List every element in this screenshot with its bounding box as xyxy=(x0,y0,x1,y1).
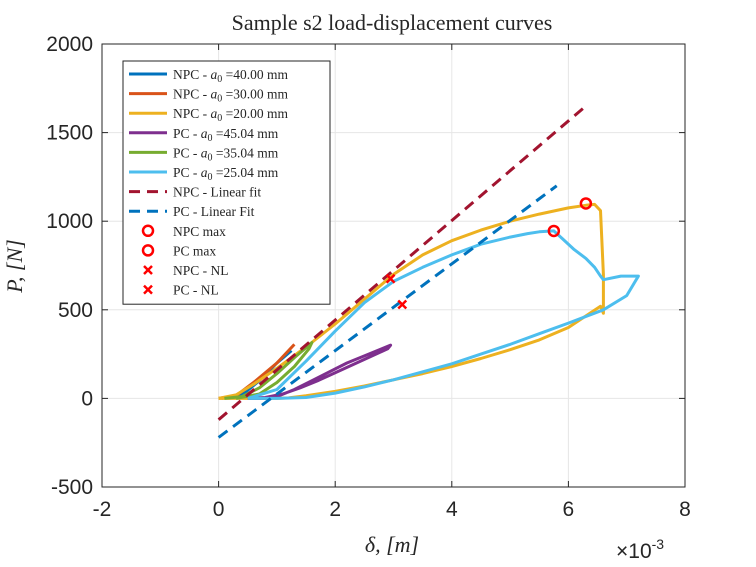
x-tick-label: 2 xyxy=(329,498,341,521)
y-axis-label: P, [N] xyxy=(2,239,27,293)
y-tick-label: 500 xyxy=(58,299,93,322)
y-tick-label: -500 xyxy=(51,476,93,499)
x-exponent: ×10-3 xyxy=(616,536,664,563)
legend-label-8: NPC max xyxy=(173,224,226,239)
legend-label-3: PC - a0 =45.04 mm xyxy=(173,126,279,144)
x-tick-label: 8 xyxy=(679,498,691,521)
y-tick-label: 1500 xyxy=(46,122,93,145)
marker-layer xyxy=(385,197,593,310)
ticks: -2 0 2 4 6 8 -500 0 500 1000 1500 2000 xyxy=(46,33,691,521)
x-tick-label: 0 xyxy=(213,498,225,521)
legend-label-10: NPC - NL xyxy=(173,263,229,278)
marker-2-b xyxy=(385,273,396,284)
legend-label-9: PC max xyxy=(173,243,216,258)
legend-label-6: NPC - Linear fit xyxy=(173,185,261,200)
x-tick-label: -2 xyxy=(93,498,112,521)
legend-marker-10-b xyxy=(143,265,153,275)
legend-label-5: PC - a0 =25.04 mm xyxy=(173,165,279,183)
y-tick-label: 2000 xyxy=(46,33,93,56)
legend-label-0: NPC - a0 =40.00 mm xyxy=(173,67,289,85)
marker-2 xyxy=(385,273,396,284)
x-axis-label: δ, [m] xyxy=(365,532,419,557)
y-tick-label: 1000 xyxy=(46,210,93,233)
legend-label-2: NPC - a0 =20.00 mm xyxy=(173,106,289,124)
legend-label-11: PC - NL xyxy=(173,283,219,298)
legend-marker-10 xyxy=(143,265,153,275)
x-tick-label: 6 xyxy=(563,498,575,521)
axis-labels: δ, [m] P, [N] ×10-3 xyxy=(2,239,664,563)
chart-title: Sample s2 load-displacement curves xyxy=(232,10,553,35)
series-layer xyxy=(217,104,640,439)
x-tick-label: 4 xyxy=(446,498,458,521)
y-tick-label: 0 xyxy=(81,387,93,410)
legend-box xyxy=(122,60,331,305)
x-exponent-power: -3 xyxy=(652,536,665,552)
legend-label-7: PC - Linear Fit xyxy=(173,204,255,219)
marker-1 xyxy=(547,224,561,238)
legend-marker-11 xyxy=(143,284,153,295)
legend-marker-8 xyxy=(141,224,155,238)
marker-3-b xyxy=(397,299,408,310)
legend-label-1: NPC - a0 =30.00 mm xyxy=(173,87,289,105)
legend-marker-11-b xyxy=(143,284,153,295)
series-line-2 xyxy=(218,202,605,400)
series-line-5 xyxy=(247,229,640,400)
legend-label-4: PC - a0 =35.04 mm xyxy=(173,145,279,163)
series-line-3 xyxy=(247,343,393,400)
axes-box xyxy=(101,43,686,488)
x-exponent-base: ×10 xyxy=(616,540,652,563)
marker-3 xyxy=(397,299,408,310)
series-line-6 xyxy=(217,104,587,421)
legend-marker-9 xyxy=(141,244,155,257)
marker-0 xyxy=(579,197,593,210)
series-line-7 xyxy=(217,184,558,439)
